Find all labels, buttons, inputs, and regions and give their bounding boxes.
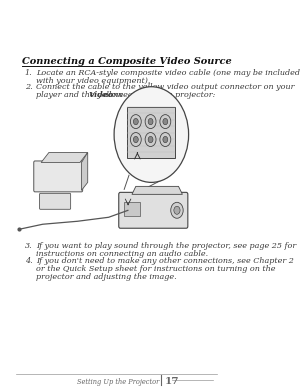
Circle shape [145, 133, 156, 147]
Text: player and the yellow: player and the yellow [36, 91, 125, 99]
Text: instructions on connecting an audio cable.: instructions on connecting an audio cabl… [36, 250, 208, 258]
Text: Connect the cable to the yellow video output connector on your: Connect the cable to the yellow video ou… [36, 83, 294, 91]
Text: If you don't need to make any other connections, see Chapter 2: If you don't need to make any other conn… [36, 257, 294, 265]
Text: with your video equipment).: with your video equipment). [36, 77, 150, 85]
Circle shape [145, 114, 156, 128]
Circle shape [171, 202, 183, 218]
Circle shape [163, 137, 168, 143]
Circle shape [130, 114, 141, 128]
Text: Video: Video [89, 91, 114, 99]
FancyBboxPatch shape [40, 193, 70, 209]
Text: or the Quick Setup sheet for instructions on turning on the: or the Quick Setup sheet for instruction… [36, 265, 275, 273]
Text: 3.: 3. [25, 242, 32, 250]
Text: 17: 17 [164, 377, 179, 386]
Circle shape [160, 114, 171, 128]
Polygon shape [132, 186, 182, 194]
Text: 4.: 4. [25, 257, 32, 265]
Polygon shape [41, 152, 88, 163]
FancyBboxPatch shape [34, 161, 83, 192]
Circle shape [148, 118, 153, 125]
Circle shape [114, 87, 189, 182]
Bar [127, 107, 176, 158]
Circle shape [134, 118, 138, 125]
Text: 2.: 2. [25, 83, 32, 91]
Circle shape [160, 133, 171, 147]
Circle shape [174, 206, 180, 214]
Bar [124, 202, 140, 216]
Text: Connecting a Composite Video Source: Connecting a Composite Video Source [22, 57, 232, 66]
Circle shape [130, 133, 141, 147]
Text: If you want to play sound through the projector, see page 25 for: If you want to play sound through the pr… [36, 242, 296, 250]
Circle shape [134, 137, 138, 143]
Circle shape [148, 137, 153, 143]
Text: projector and adjusting the image.: projector and adjusting the image. [36, 273, 176, 281]
Circle shape [163, 118, 168, 125]
FancyBboxPatch shape [119, 192, 188, 228]
Text: connector on the projector:: connector on the projector: [101, 91, 216, 99]
Text: 1.: 1. [25, 69, 32, 77]
Polygon shape [82, 152, 88, 191]
Text: Locate an RCA-style composite video cable (one may be included: Locate an RCA-style composite video cabl… [36, 69, 300, 77]
Text: Setting Up the Projector: Setting Up the Projector [77, 378, 159, 386]
